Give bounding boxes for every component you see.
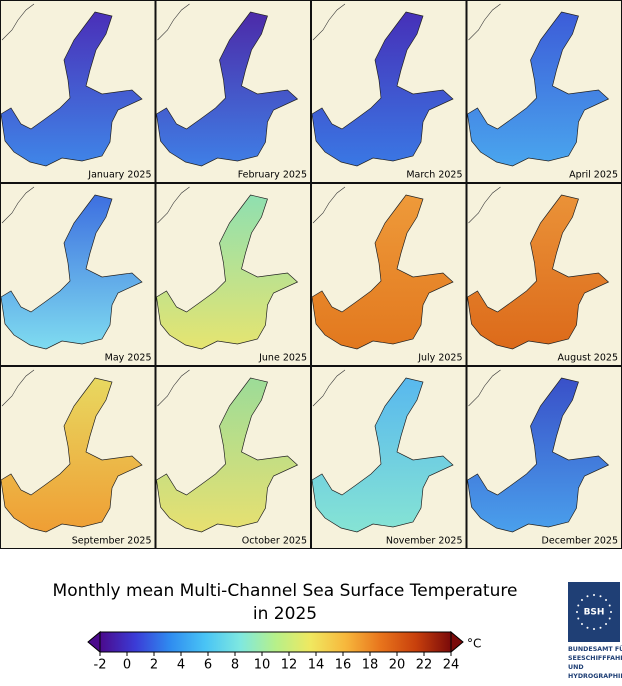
coastline [1, 186, 35, 224]
panel-label: November 2025 [386, 536, 463, 547]
colorbar-tick-label: 24 [443, 658, 460, 673]
panel-label: February 2025 [238, 170, 307, 181]
coastline [157, 3, 190, 41]
colorbar-high-end [450, 630, 464, 654]
colorbar-tick-label: 16 [335, 658, 352, 673]
coastline [312, 186, 346, 224]
panel-label: May 2025 [105, 353, 152, 364]
map-panel: August 2025 [466, 183, 622, 366]
map-panel: July 2025 [311, 183, 467, 366]
map-panel: May 2025 [0, 183, 156, 366]
map-panel: October 2025 [155, 366, 311, 549]
sea-surface [156, 11, 299, 167]
map-panel: January 2025 [0, 0, 156, 183]
map-panel: February 2025 [155, 0, 311, 183]
map-grid: January 2025 February 2025 March 2025 April… [0, 0, 622, 549]
logo-mark: BSH [584, 608, 605, 618]
coastline [312, 3, 346, 41]
logo-line: BUNDESAMT FÜR [568, 644, 622, 653]
sea-surface [0, 194, 143, 350]
logo-star [586, 595, 589, 598]
logo-star [580, 623, 583, 626]
panel-label: March 2025 [406, 170, 462, 181]
logo-star [577, 604, 580, 607]
logo-line: SEESCHIFFFAHRT [568, 655, 622, 662]
logo-star [577, 617, 580, 620]
colorbar-tick-label: 14 [308, 658, 325, 673]
colorbar-tick-label: 2 [150, 658, 158, 673]
logo-star [599, 595, 602, 598]
logo-star [580, 598, 583, 601]
coastline [468, 3, 501, 41]
logo-star [605, 598, 608, 601]
colorbar-tick-label: 20 [389, 658, 406, 673]
sea-surface [311, 11, 454, 167]
title-line: Monthly mean Multi-Channel Sea Surface T… [53, 581, 518, 601]
sea-surface [467, 194, 610, 350]
map-panel: March 2025 [311, 0, 467, 183]
map-panel: December 2025 [466, 366, 622, 549]
panel-label: April 2025 [569, 170, 618, 181]
title-line: in 2025 [253, 604, 317, 624]
logo-star [593, 628, 595, 630]
logo-star [599, 626, 602, 629]
logo-text: BUNDESAMT FÜR SEESCHIFFFAHRT UND HYDROGRAPH… [568, 644, 622, 680]
coastline [157, 186, 190, 224]
map-panel: September 2025 [0, 366, 156, 549]
map-panel: April 2025 [466, 0, 622, 183]
colorbar-tick-label: 12 [281, 658, 298, 673]
sea-surface [311, 194, 454, 350]
colorbar-tick-label: 18 [362, 658, 379, 673]
sea-surface [467, 377, 610, 533]
coastline [157, 369, 190, 407]
map-panel: June 2025 [155, 183, 311, 366]
colorbar-tick-label: 8 [231, 658, 239, 673]
logo-star [605, 623, 608, 626]
panel-label: June 2025 [258, 353, 307, 364]
panel-label: December 2025 [542, 536, 618, 547]
panel-label: August 2025 [558, 353, 618, 364]
panel-label: January 2025 [87, 170, 151, 181]
logo-star [608, 604, 611, 607]
colorbar-tick-label: -2 [94, 658, 107, 673]
logo-star [593, 594, 595, 596]
logo-stars [576, 594, 612, 630]
colorbar-tick-label: 0 [123, 658, 131, 673]
logo-line: UND [568, 664, 584, 671]
sea-surface [156, 377, 299, 533]
colorbar-unit: °C [467, 637, 481, 651]
coastline [1, 3, 35, 41]
panel-label: July 2025 [417, 353, 462, 364]
colorbar-low-end [87, 630, 101, 654]
logo: BSH BUNDESAMT FÜR SEESCHIFFFAHRT UND HYDROG… [568, 582, 622, 680]
sea-surface [0, 377, 143, 533]
colorbar-tick-label: 10 [254, 658, 271, 673]
coastline [468, 369, 501, 407]
colorbar-ramp [99, 631, 452, 653]
sea-surface [467, 11, 610, 167]
coastline [468, 186, 501, 224]
sea-surface [0, 11, 143, 167]
panel-label: September 2025 [72, 536, 152, 547]
coastline [312, 369, 346, 407]
logo-star [608, 617, 611, 620]
logo-line: HYDROGRAPHIE [568, 673, 622, 680]
panel-label: October 2025 [242, 536, 307, 547]
colorbar-tick-label: 6 [204, 658, 212, 673]
map-panel: November 2025 [311, 366, 467, 549]
coastline [1, 369, 35, 407]
colorbar: -2 0 2 4 6 8 10 12 14 16 18 20 22 24°C [87, 630, 481, 673]
colorbar-tick-label: 4 [177, 658, 185, 673]
colorbar-tick-label: 22 [416, 658, 433, 673]
sea-surface [156, 194, 299, 350]
sea-surface [311, 377, 454, 533]
logo-star [610, 611, 612, 613]
logo-star [586, 626, 589, 629]
logo-star [576, 611, 578, 613]
